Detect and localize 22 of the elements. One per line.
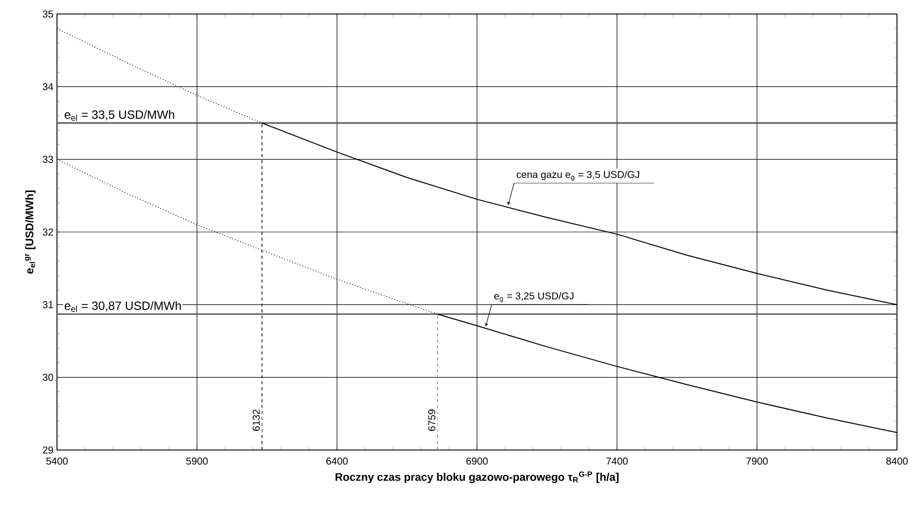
- annotation: cena gazu e$_{g}$ = 3,5 USD/GJ: [516, 170, 640, 181]
- x-tick-label: 6900: [466, 458, 488, 465]
- y-tick-label: 29: [42, 446, 54, 454]
- y-tick-label: 32: [42, 228, 53, 236]
- y-tick-label: 34: [42, 83, 54, 90]
- x-tick-label: 7400: [606, 458, 628, 465]
- annotation: 6759: [428, 410, 436, 431]
- y-tick-label: 35: [42, 10, 54, 18]
- annotation: e$_{g}$ = 3,25 USD/GJ: [494, 292, 574, 302]
- x-tick-label: 7900: [746, 458, 768, 465]
- y-tick-label: 30: [42, 374, 54, 381]
- x-tick-label: 5400: [46, 458, 68, 465]
- x-tick-label: 8400: [886, 458, 908, 465]
- x-axis-title: Roczny czas pracy bloku gazowo-parowego τ$_{R}$$^{G-P}$ [h/a]: [336, 471, 619, 484]
- x-tick-label: 6400: [326, 458, 348, 465]
- x-tick-label: 5900: [186, 458, 208, 465]
- y-tick-label: 33: [42, 156, 54, 163]
- annotation: 6132: [252, 410, 260, 431]
- ref-line-label: e$_{el}$ = 30,87 USD/MWh: [64, 301, 181, 312]
- y-tick-label: 31: [42, 301, 53, 308]
- ref-line-label: e$_{el}$ = 33,5 USD/MWh: [64, 110, 174, 121]
- y-axis-title: e$_{el}$$^{gr}$ [USD/MWh]: [25, 190, 36, 274]
